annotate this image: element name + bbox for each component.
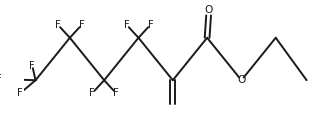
Text: F: F [89, 88, 95, 98]
Text: F: F [79, 20, 85, 30]
Text: O: O [237, 75, 246, 85]
Text: F: F [17, 88, 23, 98]
Text: F: F [29, 61, 35, 71]
Text: F: F [0, 74, 2, 84]
Text: F: F [124, 20, 129, 30]
Text: O: O [204, 5, 213, 15]
Text: F: F [147, 20, 153, 30]
Text: F: F [55, 20, 61, 30]
Text: F: F [113, 88, 119, 98]
